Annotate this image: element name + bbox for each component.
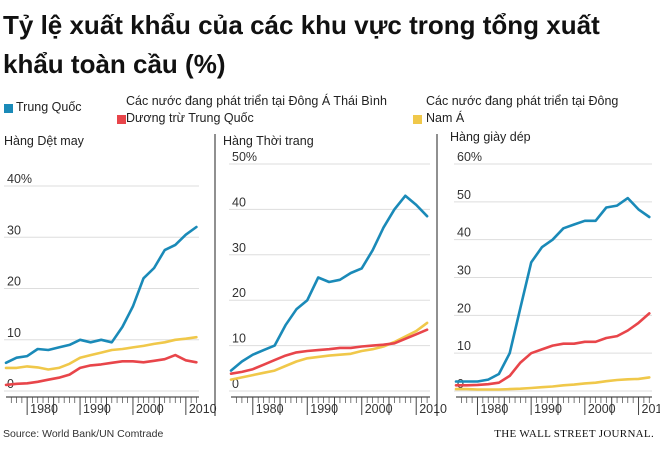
series-line-east-asia-pacific (454, 312, 651, 387)
x-tick-label: 2010 (642, 402, 660, 416)
x-tick-label: 1980 (256, 402, 284, 416)
series-line-china (229, 194, 429, 372)
publisher-brand: THE WALL STREET JOURNAL. (494, 428, 654, 440)
panel-title: Hàng Dệt may (4, 134, 85, 148)
y-tick-label: 30 (7, 223, 21, 237)
series-line-china (4, 225, 198, 365)
x-tick-label: 1990 (534, 402, 562, 416)
x-tick-label: 1980 (480, 402, 508, 416)
legend-swatch-china (4, 104, 13, 113)
x-tick-label: 1990 (83, 402, 111, 416)
x-tick-label: 2000 (136, 402, 164, 416)
series-line-east-asia-pacific (229, 328, 429, 376)
legend-swatch-east-asia-pacific (117, 115, 126, 124)
y-tick-label: 10 (457, 339, 471, 353)
y-tick-label: 40 (457, 226, 471, 240)
legend-label-east-asia-pacific: Các nước đang phát triển tại Đông Á Thái… (126, 94, 387, 125)
y-tick-label: 10 (7, 326, 21, 340)
x-tick-label: 2000 (588, 402, 616, 416)
y-tick-label: 20 (7, 275, 21, 289)
y-tick-label: 40 (232, 195, 246, 209)
y-tick-label: 20 (232, 286, 246, 300)
x-tick-label: 2000 (365, 402, 393, 416)
y-tick-label: 30 (232, 241, 246, 255)
source-note: Source: World Bank/UN Comtrade (3, 428, 164, 440)
y-tick-label: 50 (457, 188, 471, 202)
series-line-southeast-asia (4, 335, 198, 371)
series-line-china (454, 196, 651, 383)
y-tick-label: 50% (232, 150, 257, 164)
y-tick-label: 20 (457, 301, 471, 315)
y-tick-label: 10 (232, 332, 246, 346)
panel-title: Hàng giày dép (450, 130, 531, 144)
y-tick-label: 0 (232, 377, 239, 391)
y-tick-label: 60% (457, 150, 482, 164)
x-tick-label: 2010 (189, 402, 217, 416)
series-line-east-asia-pacific (4, 353, 198, 387)
x-tick-label: 1980 (30, 402, 58, 416)
y-tick-label: 40% (7, 172, 32, 186)
x-tick-label: 1990 (310, 402, 338, 416)
x-tick-label: 2010 (419, 402, 447, 416)
series-line-southeast-asia (454, 376, 651, 391)
panel-title: Hàng Thời trang (223, 134, 314, 148)
legend-label-china: Trung Quốc (16, 100, 82, 114)
legend-label-southeast-asia: Các nước đang phát triển tại Đông Nam Á (426, 94, 619, 125)
y-tick-label: 30 (457, 264, 471, 278)
chart-title: Tỷ lệ xuất khẩu của các khu vực trong tổ… (3, 10, 600, 79)
legend-swatch-southeast-asia (413, 115, 422, 124)
